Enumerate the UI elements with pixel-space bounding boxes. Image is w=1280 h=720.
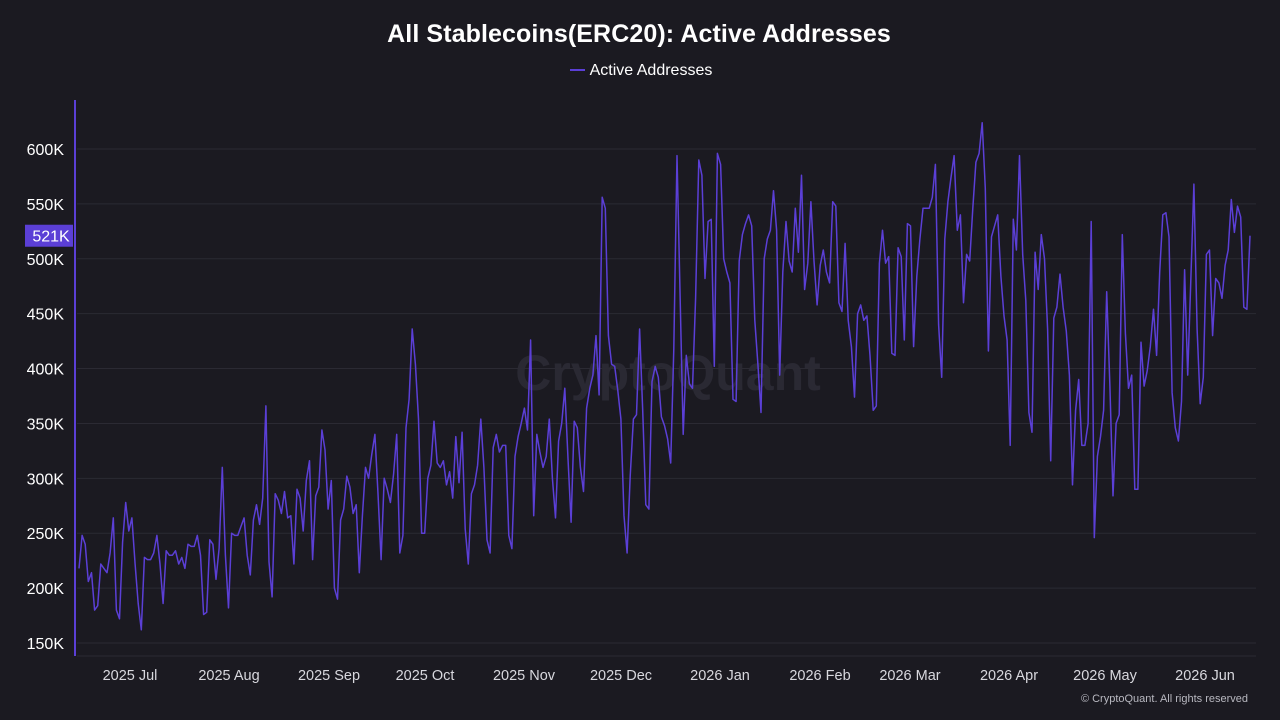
y-tick-label: 450K	[27, 307, 65, 324]
y-tick-label: 500K	[27, 252, 65, 269]
y-tick-label: 600K	[27, 142, 65, 159]
x-tick-label: 2026 Jun	[1175, 668, 1235, 684]
y-tick-label: 200K	[27, 581, 65, 598]
x-tick-label: 2025 Sep	[298, 668, 360, 684]
x-tick-label: 2025 Jul	[103, 668, 158, 684]
y-tick-label: 250K	[27, 526, 65, 543]
copyright-notice: © CryptoQuant. All rights reserved	[1080, 693, 1248, 705]
y-tick-label: 400K	[27, 362, 65, 379]
y-tick-label: 350K	[27, 416, 65, 433]
x-tick-label: 2026 Apr	[980, 668, 1038, 684]
watermark-text: CryptoQuant	[515, 345, 821, 401]
x-tick-label: 2025 Oct	[396, 668, 455, 684]
legend-item-active-addresses[interactable]: Active Addresses	[569, 62, 713, 80]
x-tick-label: 2025 Aug	[198, 668, 259, 684]
x-tick-label: 2025 Nov	[493, 668, 556, 684]
current-value-label: 521K	[32, 229, 70, 246]
y-tick-label: 300K	[27, 471, 65, 488]
x-tick-label: 2026 Feb	[789, 668, 850, 684]
x-tick-label: 2026 Mar	[879, 668, 940, 684]
x-tick-label: 2026 Jan	[690, 668, 750, 684]
x-tick-label: 2026 May	[1073, 668, 1137, 684]
series-line-active-addresses[interactable]	[78, 121, 1251, 631]
legend-label: Active Addresses	[589, 62, 713, 79]
legend-swatch	[569, 68, 585, 71]
y-tick-label: 550K	[27, 197, 65, 214]
chart-legend: Active Addresses	[0, 62, 1280, 80]
current-value-badge	[25, 224, 73, 247]
chart-title: All Stablecoins(ERC20): Active Addresses	[387, 20, 891, 48]
y-tick-label: 150K	[27, 636, 65, 653]
x-tick-label: 2025 Dec	[590, 668, 652, 684]
